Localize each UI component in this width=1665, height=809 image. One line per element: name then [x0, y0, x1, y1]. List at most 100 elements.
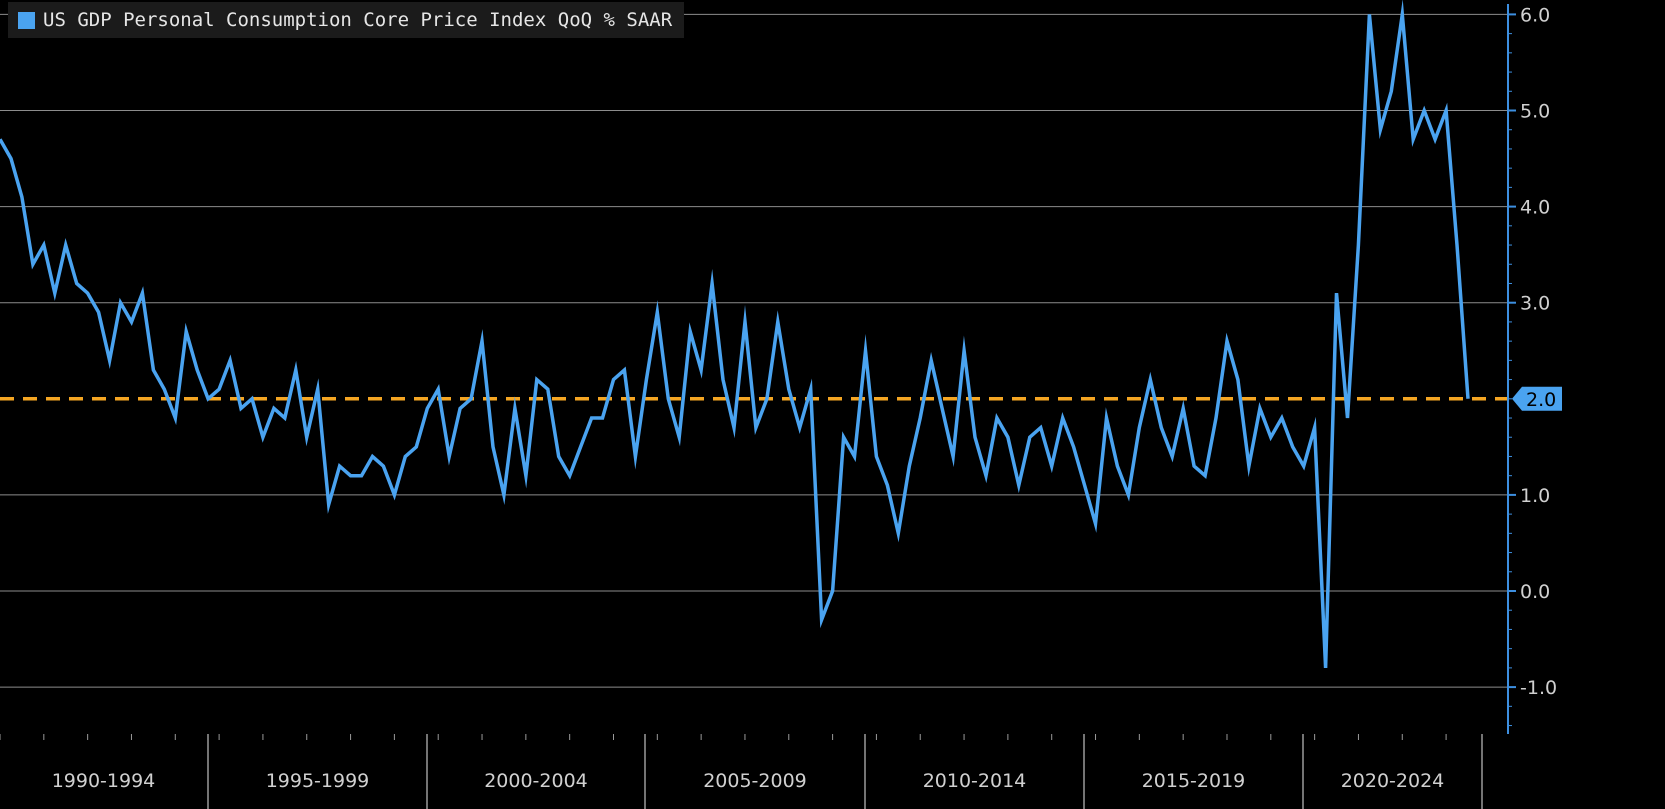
data-point — [787, 388, 790, 391]
data-point — [601, 417, 604, 420]
data-point — [163, 388, 166, 391]
data-point — [776, 320, 779, 323]
data-point — [1247, 465, 1250, 468]
data-point — [995, 417, 998, 420]
data-point — [875, 455, 878, 458]
data-point — [141, 292, 144, 295]
data-point — [645, 378, 648, 381]
data-point — [557, 455, 560, 458]
data-point — [1204, 474, 1207, 477]
data-point — [952, 455, 955, 458]
data-point — [535, 378, 538, 381]
y-tick-label: 3.0 — [1520, 293, 1550, 315]
data-point — [42, 244, 45, 247]
data-point — [689, 330, 692, 333]
data-point — [1313, 426, 1316, 429]
data-point — [470, 397, 473, 400]
data-point — [798, 426, 801, 429]
x-period-label: 1990-1994 — [52, 770, 156, 792]
data-point — [10, 157, 13, 160]
data-point — [974, 436, 977, 439]
data-point — [820, 618, 823, 621]
data-point — [568, 474, 571, 477]
data-point — [108, 359, 111, 362]
data-point — [261, 436, 264, 439]
data-point — [1368, 13, 1371, 16]
x-period-label: 2005-2009 — [703, 770, 807, 792]
data-point — [382, 465, 385, 468]
data-point — [404, 455, 407, 458]
data-point — [360, 474, 363, 477]
data-point — [502, 493, 505, 496]
y-tick-label: 0.0 — [1520, 581, 1550, 603]
data-point — [64, 244, 67, 247]
x-period-label: 2015-2019 — [1142, 770, 1246, 792]
x-period-label: 2020-2024 — [1341, 770, 1445, 792]
data-point — [1105, 417, 1108, 420]
data-point — [251, 397, 254, 400]
data-point — [930, 359, 933, 362]
data-point — [1280, 417, 1283, 420]
data-point — [481, 340, 484, 343]
data-point — [130, 320, 133, 323]
data-point — [1467, 397, 1470, 400]
data-point — [316, 388, 319, 391]
data-point — [1346, 417, 1349, 420]
data-point — [393, 493, 396, 496]
data-point — [700, 369, 703, 372]
data-point — [459, 407, 462, 410]
data-point — [1127, 493, 1130, 496]
data-point — [1050, 465, 1053, 468]
y-tick-label: -1.0 — [1520, 677, 1557, 699]
data-point — [283, 417, 286, 420]
data-point — [1357, 244, 1360, 247]
legend-swatch — [18, 11, 35, 29]
data-point — [426, 407, 429, 410]
data-point — [196, 369, 199, 372]
data-point — [919, 417, 922, 420]
data-point — [963, 349, 966, 352]
data-point — [437, 388, 440, 391]
target-value-badge — [1512, 386, 1562, 411]
data-point — [174, 417, 177, 420]
data-point — [1006, 436, 1009, 439]
data-point — [185, 330, 188, 333]
data-point — [492, 445, 495, 448]
data-point — [711, 282, 714, 285]
legend-label: US GDP Personal Consumption Core Price I… — [43, 9, 673, 31]
data-point — [1390, 90, 1393, 93]
data-point — [1412, 138, 1415, 141]
data-point — [1302, 465, 1305, 468]
data-point — [1335, 292, 1338, 295]
data-point — [1017, 484, 1020, 487]
data-point — [985, 474, 988, 477]
data-point — [1401, 13, 1404, 16]
x-period-label: 2000-2004 — [484, 770, 588, 792]
y-tick-label: 4.0 — [1520, 197, 1550, 219]
data-point — [590, 417, 593, 420]
data-point — [1215, 417, 1218, 420]
data-point — [667, 397, 670, 400]
data-point — [1072, 445, 1075, 448]
data-point — [1226, 340, 1229, 343]
data-point — [831, 590, 834, 593]
data-point — [294, 369, 297, 372]
x-axis: 1990-1994 1995-1999 2000-2004 2005-2009 2010… — [0, 734, 1483, 809]
data-point — [1445, 109, 1448, 112]
data-point — [1094, 522, 1097, 525]
data-point — [864, 349, 867, 352]
data-point — [809, 388, 812, 391]
data-point — [448, 455, 451, 458]
data-point — [1379, 128, 1382, 131]
data-point — [853, 455, 856, 458]
data-point — [1028, 436, 1031, 439]
y-tick-label: 5.0 — [1520, 101, 1550, 123]
data-point — [1236, 378, 1239, 381]
data-point — [1039, 426, 1042, 429]
data-point — [1258, 407, 1261, 410]
data-point — [612, 378, 615, 381]
series-layer — [0, 0, 1470, 668]
data-point — [338, 465, 341, 468]
data-point — [1193, 465, 1196, 468]
